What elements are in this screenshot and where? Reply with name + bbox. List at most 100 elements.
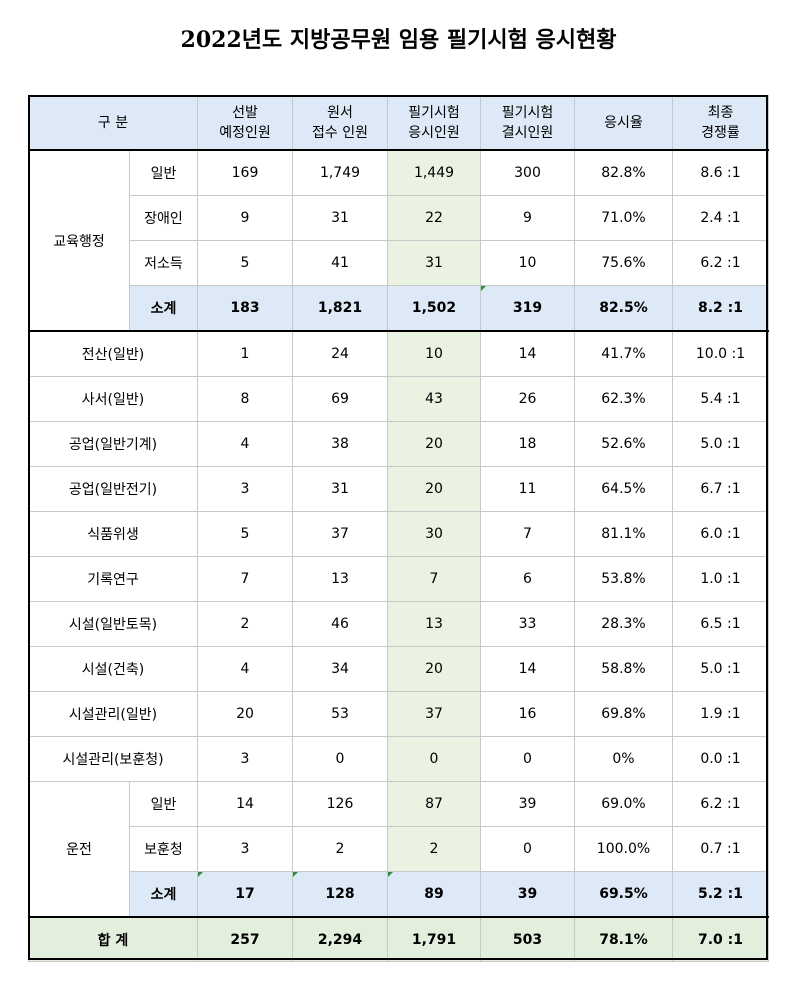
value-cell: 52.6% bbox=[574, 421, 673, 467]
value-cell: 22 bbox=[387, 195, 481, 241]
value-cell: 8.2 :1 bbox=[672, 285, 769, 332]
table-row: 시설관리(일반) 20 53 37 16 69.8% 1.9 :1 bbox=[28, 691, 769, 737]
value-cell: 7 bbox=[387, 556, 481, 602]
header-exam-absent: 필기시험 결시인원 bbox=[480, 95, 575, 151]
value-cell: 71.0% bbox=[574, 195, 673, 241]
value-cell: 1,502 bbox=[387, 285, 481, 332]
value-cell: 6.2 :1 bbox=[672, 781, 769, 827]
value-cell: 13 bbox=[387, 601, 481, 647]
value-cell: 100.0% bbox=[574, 826, 673, 872]
category-label: 공업(일반기계) bbox=[28, 421, 198, 467]
value-cell: 3 bbox=[197, 736, 293, 782]
value-cell: 0 bbox=[292, 736, 388, 782]
header-rate: 응시율 bbox=[574, 95, 673, 151]
value-cell: 82.5% bbox=[574, 285, 673, 332]
value-cell: 20 bbox=[387, 466, 481, 512]
table-row: 저소득 5 41 31 10 75.6% 6.2 :1 bbox=[29, 240, 769, 286]
value-cell: 3 bbox=[197, 466, 293, 512]
subcategory-label: 일반 bbox=[129, 149, 198, 196]
value-cell: 1.9 :1 bbox=[672, 691, 769, 737]
table-row: 공업(일반전기) 3 31 20 11 64.5% 6.7 :1 bbox=[28, 466, 769, 512]
value-cell: 30 bbox=[387, 511, 481, 557]
value-cell: 31 bbox=[387, 240, 481, 286]
value-cell: 5 bbox=[197, 511, 293, 557]
value-cell: 89 bbox=[387, 871, 481, 918]
total-label: 합 계 bbox=[28, 916, 198, 962]
value-cell: 0.0 :1 bbox=[672, 736, 769, 782]
header-planned: 선발 예정인원 bbox=[197, 95, 293, 151]
value-cell: 69.8% bbox=[574, 691, 673, 737]
category-label: 시설(일반토목) bbox=[28, 601, 198, 647]
value-cell: 0 bbox=[480, 826, 575, 872]
value-cell: 7 bbox=[480, 511, 575, 557]
page-title: 2022년도 지방공무원 임용 필기시험 응시현황 bbox=[180, 27, 617, 53]
total-value-cell: 2,294 bbox=[292, 916, 388, 962]
table-row: 소계 183 1,821 1,502 319 82.5% 8.2 :1 bbox=[29, 285, 769, 332]
value-cell: 128 bbox=[292, 871, 388, 918]
value-cell: 6 bbox=[480, 556, 575, 602]
table-row: 전산(일반) 1 24 10 14 41.7% 10.0 :1 bbox=[28, 330, 769, 377]
value-cell: 8.6 :1 bbox=[672, 149, 769, 196]
category-label: 시설관리(일반) bbox=[28, 691, 198, 737]
value-cell: 33 bbox=[480, 601, 575, 647]
value-cell: 69.0% bbox=[574, 781, 673, 827]
value-cell: 0 bbox=[480, 736, 575, 782]
value-cell: 7 bbox=[197, 556, 293, 602]
table-row: 사서(일반) 8 69 43 26 62.3% 5.4 :1 bbox=[28, 376, 769, 422]
exam-status-table: 구 분 선발 예정인원 원서 접수 인원 필기시험 응시인원 필기시험 결시인원 응시율… bbox=[28, 95, 769, 962]
value-cell: 75.6% bbox=[574, 240, 673, 286]
value-cell: 6.7 :1 bbox=[672, 466, 769, 512]
value-cell: 126 bbox=[292, 781, 388, 827]
table-row: 기록연구 7 13 7 6 53.8% 1.0 :1 bbox=[28, 556, 769, 602]
value-cell: 58.8% bbox=[574, 646, 673, 692]
value-cell: 4 bbox=[197, 646, 293, 692]
value-cell: 64.5% bbox=[574, 466, 673, 512]
subcategory-label: 장애인 bbox=[129, 195, 198, 241]
value-cell: 31 bbox=[292, 195, 388, 241]
group-label: 운전 bbox=[28, 781, 130, 918]
value-cell: 5.4 :1 bbox=[672, 376, 769, 422]
total-value-cell: 503 bbox=[480, 916, 575, 962]
value-cell: 39 bbox=[480, 871, 575, 918]
total-value-cell: 78.1% bbox=[574, 916, 673, 962]
value-cell: 2.4 :1 bbox=[672, 195, 769, 241]
value-cell: 31 bbox=[292, 466, 388, 512]
value-cell: 34 bbox=[292, 646, 388, 692]
value-cell: 14 bbox=[197, 781, 293, 827]
table-row: 장애인 9 31 22 9 71.0% 2.4 :1 bbox=[29, 195, 769, 241]
value-cell: 20 bbox=[387, 421, 481, 467]
table-row: 보훈청 3 2 2 0 100.0% 0.7 :1 bbox=[29, 826, 769, 872]
category-label: 기록연구 bbox=[28, 556, 198, 602]
group-label: 교육행정 bbox=[28, 149, 130, 332]
value-cell: 53 bbox=[292, 691, 388, 737]
value-cell: 1,821 bbox=[292, 285, 388, 332]
value-cell: 43 bbox=[387, 376, 481, 422]
value-cell: 5.2 :1 bbox=[672, 871, 769, 918]
value-cell: 10 bbox=[387, 330, 481, 377]
value-cell: 18 bbox=[480, 421, 575, 467]
category-label: 사서(일반) bbox=[28, 376, 198, 422]
value-cell: 4 bbox=[197, 421, 293, 467]
total-row: 합 계 257 2,294 1,791 503 78.1% 7.0 :1 bbox=[28, 916, 769, 962]
total-value-cell: 257 bbox=[197, 916, 293, 962]
value-cell: 46 bbox=[292, 601, 388, 647]
value-cell: 2 bbox=[387, 826, 481, 872]
value-cell: 8 bbox=[197, 376, 293, 422]
value-cell: 14 bbox=[480, 330, 575, 377]
subcategory-label: 소계 bbox=[129, 285, 198, 332]
table-row: 교육행정 일반 169 1,749 1,449 300 82.8% 8.6 :1 bbox=[28, 149, 769, 332]
value-cell: 1 bbox=[197, 330, 293, 377]
total-value-cell: 7.0 :1 bbox=[672, 916, 769, 962]
table-row: 시설(건축) 4 34 20 14 58.8% 5.0 :1 bbox=[28, 646, 769, 692]
category-label: 시설관리(보훈청) bbox=[28, 736, 198, 782]
value-cell: 26 bbox=[480, 376, 575, 422]
table-row: 시설(일반토목) 2 46 13 33 28.3% 6.5 :1 bbox=[28, 601, 769, 647]
header-competition: 최종 경쟁률 bbox=[672, 95, 769, 151]
value-cell: 14 bbox=[480, 646, 575, 692]
value-cell: 39 bbox=[480, 781, 575, 827]
value-cell: 16 bbox=[480, 691, 575, 737]
value-cell: 9 bbox=[480, 195, 575, 241]
value-cell: 13 bbox=[292, 556, 388, 602]
table-row: 공업(일반기계) 4 38 20 18 52.6% 5.0 :1 bbox=[28, 421, 769, 467]
table-row: 운전 일반 14 126 87 39 69.0% 6.2 :1 bbox=[28, 781, 769, 918]
